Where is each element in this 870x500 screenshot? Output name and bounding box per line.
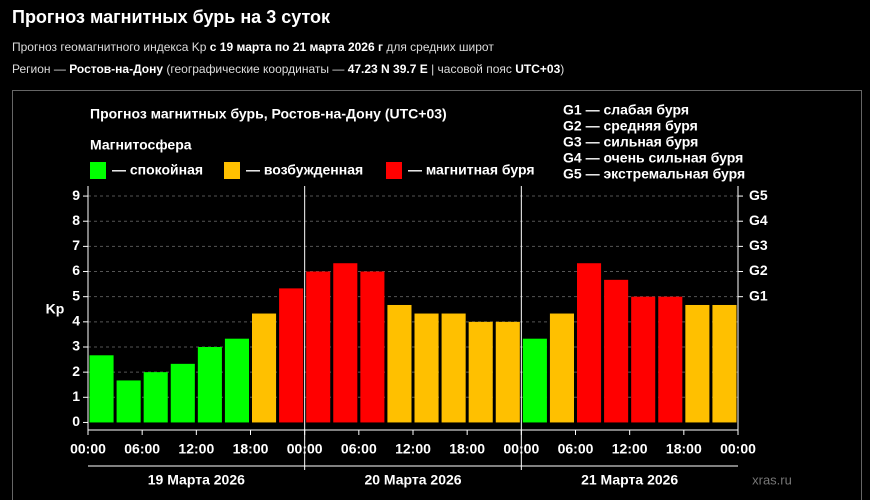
bar <box>658 296 683 423</box>
bar <box>495 321 520 423</box>
bar <box>631 296 656 423</box>
bar <box>441 313 466 423</box>
y2-tick-label: G3 <box>749 237 768 253</box>
legend-swatch <box>90 162 106 179</box>
chart-title: Прогноз магнитных бурь, Ростов-на-Дону (… <box>90 106 447 122</box>
legend-label: — возбужденная <box>246 162 363 178</box>
text-part: 47.23 N 39.7 E <box>348 62 428 76</box>
bar <box>170 363 195 423</box>
y-tick-label: 8 <box>72 212 80 228</box>
bar <box>279 288 304 423</box>
bar <box>414 313 439 423</box>
bar <box>468 321 493 423</box>
y2-tick-label: G5 <box>749 187 768 203</box>
y2-tick-label: G2 <box>749 262 768 278</box>
y-tick-label: 3 <box>72 338 80 354</box>
y-tick-label: 7 <box>72 237 80 253</box>
text-part: UTC+03 <box>515 62 560 76</box>
y-label: Kp <box>46 301 65 317</box>
bar <box>143 372 168 423</box>
bar <box>116 380 141 423</box>
text-part: Регион — <box>12 62 69 76</box>
bar <box>89 355 114 423</box>
text-part: с 19 марта по 21 марта 2026 г <box>210 40 383 54</box>
storm-level: G4 — очень сильная буря <box>563 150 743 166</box>
text-part: ) <box>560 62 564 76</box>
text-part: Ростов-на-Дону <box>69 62 163 76</box>
day-label: 21 Марта 2026 <box>581 472 678 488</box>
bar <box>360 271 385 423</box>
y-tick-label: 0 <box>72 413 80 429</box>
x-tick-label: 18:00 <box>233 441 269 457</box>
y-tick-label: 1 <box>72 388 80 404</box>
x-tick-label: 12:00 <box>178 441 214 457</box>
storm-level: G1 — слабая буря <box>563 102 689 118</box>
bar <box>333 263 358 423</box>
text-part: (географические координаты — <box>163 62 348 76</box>
y-tick-label: 9 <box>72 187 80 203</box>
page-title: Прогноз магнитных бурь на 3 суток <box>12 7 331 27</box>
legend-swatch <box>386 162 402 179</box>
x-tick-label: 00:00 <box>720 441 756 457</box>
chart-frame <box>12 90 862 500</box>
x-tick-label: 12:00 <box>395 441 431 457</box>
y2-tick-label: G1 <box>749 287 768 303</box>
bar <box>712 304 737 423</box>
subtitle: Прогноз геомагнитного индекса Kp с 19 ма… <box>12 40 494 54</box>
x-tick-label: 12:00 <box>612 441 648 457</box>
x-tick-label: 00:00 <box>287 441 323 457</box>
x-tick-label: 00:00 <box>70 441 106 457</box>
x-tick-label: 06:00 <box>124 441 160 457</box>
bar <box>224 338 249 423</box>
y-tick-label: 5 <box>72 287 80 303</box>
y-tick-label: 6 <box>72 262 80 278</box>
legend-title: Магнитосфера <box>90 137 192 153</box>
bar <box>387 304 412 423</box>
watermark: xras.ru <box>752 472 792 487</box>
x-tick-label: 18:00 <box>666 441 702 457</box>
storm-level: G5 — экстремальная буря <box>563 166 745 182</box>
day-label: 20 Марта 2026 <box>364 472 461 488</box>
legend-label: — спокойная <box>112 162 203 178</box>
bar <box>306 271 331 423</box>
storm-level: G2 — средняя буря <box>563 118 698 134</box>
text-part: | часовой пояс <box>428 62 515 76</box>
x-tick-label: 00:00 <box>503 441 539 457</box>
y2-tick-label: G4 <box>749 212 768 228</box>
legend-label: — магнитная буря <box>408 162 535 178</box>
bar <box>522 338 547 423</box>
bar <box>685 304 710 423</box>
x-tick-label: 18:00 <box>449 441 485 457</box>
storm-level: G3 — сильная буря <box>563 134 698 150</box>
bar <box>252 313 277 423</box>
region-line: Регион — Ростов-на-Дону (географические … <box>12 62 564 76</box>
bar <box>577 263 602 423</box>
y-tick-label: 2 <box>72 363 80 379</box>
legend-swatch <box>224 162 240 179</box>
text-part: Прогноз геомагнитного индекса Kp <box>12 40 210 54</box>
bar <box>604 279 629 423</box>
x-tick-label: 06:00 <box>558 441 594 457</box>
x-tick-label: 06:00 <box>341 441 377 457</box>
y-tick-label: 4 <box>72 313 80 329</box>
day-label: 19 Марта 2026 <box>148 472 245 488</box>
text-part: для средних широт <box>383 40 494 54</box>
bar <box>197 346 222 423</box>
bar <box>549 313 574 423</box>
